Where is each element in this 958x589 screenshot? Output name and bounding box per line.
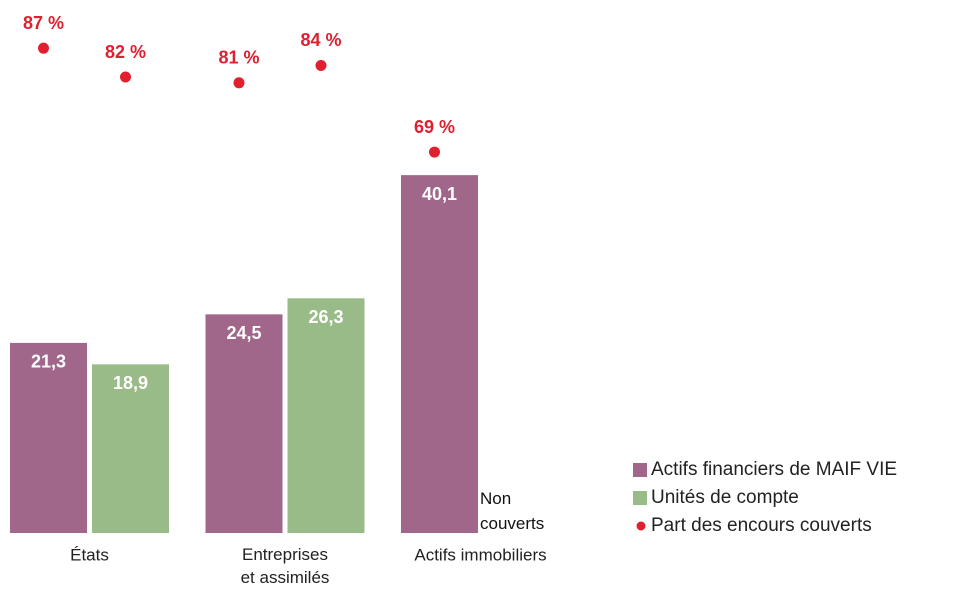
- legend-label: Part des encours couverts: [651, 515, 872, 536]
- dot: [38, 42, 49, 54]
- dot-label: 81 %: [218, 48, 259, 68]
- annotation: Non couverts: [480, 489, 544, 533]
- x-tick-label: États: [70, 545, 109, 564]
- dot: [233, 77, 245, 89]
- dot: [120, 71, 131, 83]
- bar: [92, 364, 169, 533]
- dot-label: 82 %: [105, 42, 146, 62]
- legend-label: Unités de compte: [651, 487, 799, 508]
- bar-label: 18,9: [113, 373, 148, 393]
- dot-label: 87 %: [23, 13, 64, 33]
- dot: [315, 59, 327, 71]
- bar: [205, 314, 283, 533]
- x-tick-label: Entreprises et assimilés: [241, 545, 330, 587]
- dot: [429, 146, 440, 158]
- bar: [10, 342, 87, 533]
- legend-label: Actifs financiers de MAIF VIE: [651, 459, 897, 480]
- dot-label: 69 %: [414, 117, 455, 137]
- bar: [287, 298, 365, 533]
- legend-swatch: [633, 491, 647, 505]
- bar-label: 40,1: [422, 184, 457, 204]
- bar-label: 26,3: [308, 307, 343, 327]
- bar-label: 21,3: [31, 352, 66, 372]
- legend-swatch: [633, 463, 647, 477]
- bar: [401, 175, 478, 534]
- dot-label: 84 %: [300, 30, 341, 50]
- legend-swatch: [636, 521, 646, 531]
- x-tick-label: Actifs immobiliers: [414, 545, 546, 564]
- bar-label: 24,5: [226, 323, 261, 343]
